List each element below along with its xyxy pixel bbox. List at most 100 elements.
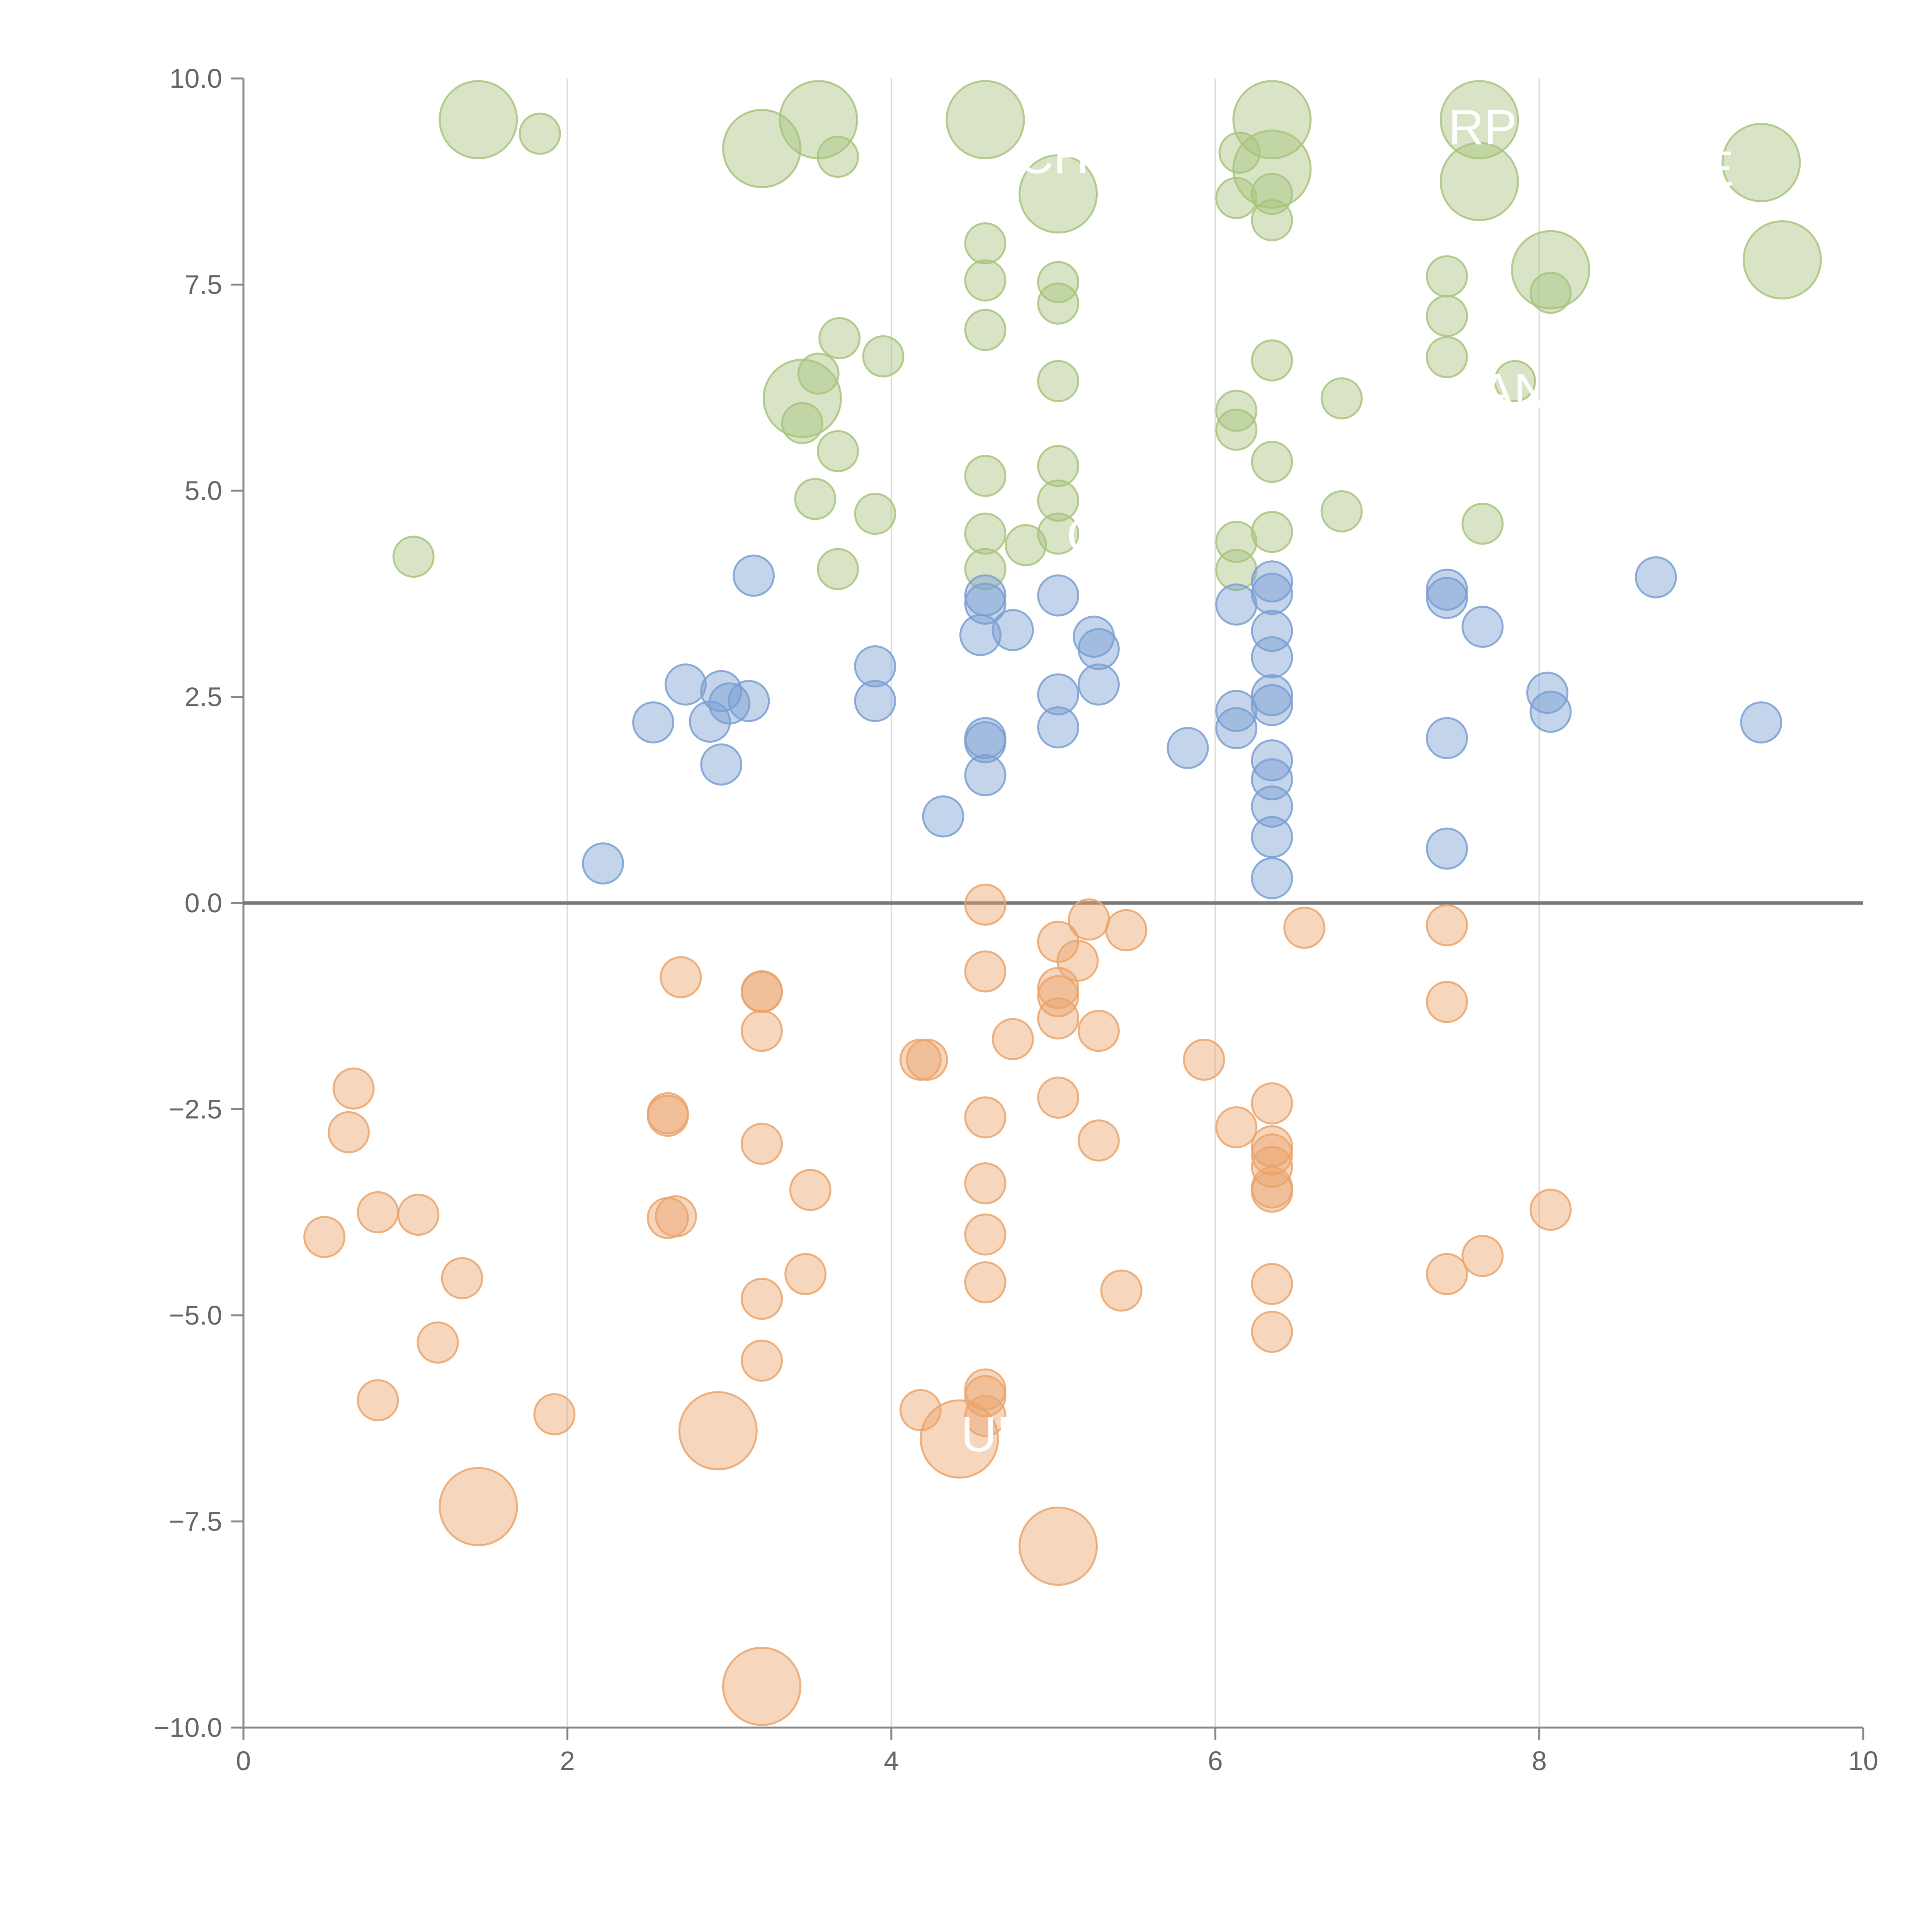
y-tick-label: 2.5 bbox=[185, 682, 222, 712]
point-label: RP bbox=[1448, 100, 1517, 155]
y-tick-label: −10.0 bbox=[154, 1713, 222, 1743]
data-point bbox=[533, 1393, 576, 1435]
data-point bbox=[1439, 142, 1519, 221]
point-labels: UN CH RP E AN G bbox=[961, 100, 1734, 1462]
data-point bbox=[1320, 490, 1363, 532]
y-tick-label: 10.0 bbox=[170, 63, 222, 94]
data-point bbox=[1426, 577, 1468, 619]
data-point bbox=[1251, 573, 1293, 615]
data-point bbox=[1251, 199, 1293, 242]
data-point bbox=[740, 971, 783, 1013]
data-point bbox=[646, 1095, 689, 1137]
data-point bbox=[1232, 80, 1312, 160]
data-point bbox=[327, 1111, 370, 1153]
data-point bbox=[1077, 628, 1120, 670]
data-point bbox=[816, 430, 859, 473]
data-point bbox=[1426, 1253, 1468, 1295]
data-point bbox=[1183, 1038, 1225, 1081]
x-tick-label: 2 bbox=[560, 1746, 575, 1776]
y-tick-label: 5.0 bbox=[185, 476, 222, 506]
data-point bbox=[397, 1194, 440, 1236]
point-label: AN bbox=[1481, 364, 1549, 419]
y-tick-label: 7.5 bbox=[185, 270, 222, 300]
data-point bbox=[740, 1277, 783, 1320]
data-point bbox=[1251, 1311, 1293, 1353]
data-point bbox=[1251, 785, 1293, 828]
axes: 0 2 4 6 8 10 −10.0 −7.5 −5.0 −2.5 0.0 2.5 5.0 7.5 10.0 bbox=[154, 63, 1878, 1776]
data-point bbox=[582, 842, 624, 885]
data-point bbox=[964, 754, 1007, 796]
data-point bbox=[678, 1391, 758, 1471]
y-tick-label: −2.5 bbox=[169, 1094, 222, 1124]
data-point bbox=[1215, 177, 1258, 219]
data-point bbox=[1005, 524, 1047, 566]
data-point bbox=[660, 956, 702, 998]
data-point bbox=[1105, 909, 1148, 951]
data-point bbox=[392, 536, 435, 578]
data-point bbox=[1037, 282, 1080, 325]
data-point bbox=[1426, 981, 1468, 1023]
data-point bbox=[789, 1169, 832, 1211]
data-point bbox=[1251, 684, 1293, 726]
data-point bbox=[992, 609, 1034, 651]
data-point bbox=[1037, 574, 1080, 617]
data-point bbox=[818, 317, 861, 359]
data-point bbox=[1215, 408, 1258, 451]
data-point bbox=[992, 1018, 1034, 1060]
data-point bbox=[700, 670, 743, 713]
data-point bbox=[357, 1191, 399, 1233]
data-point bbox=[303, 1216, 346, 1258]
data-point bbox=[1251, 560, 1293, 603]
data-point bbox=[794, 478, 837, 520]
data-point bbox=[1740, 701, 1782, 744]
data-point bbox=[784, 1253, 827, 1295]
data-point bbox=[1215, 1106, 1258, 1148]
data-point bbox=[816, 548, 859, 590]
data-point bbox=[1077, 1010, 1120, 1052]
data-point bbox=[1439, 80, 1519, 160]
data-point bbox=[1461, 502, 1504, 545]
data-point bbox=[1283, 906, 1326, 949]
data-point bbox=[441, 1257, 483, 1299]
data-point bbox=[1037, 445, 1080, 487]
data-point bbox=[722, 1646, 801, 1726]
data-point bbox=[1068, 898, 1110, 941]
data-point bbox=[964, 1261, 1007, 1304]
x-tick-label: 8 bbox=[1532, 1746, 1547, 1776]
data-point bbox=[964, 1162, 1007, 1205]
data-point bbox=[1056, 939, 1099, 982]
data-point bbox=[964, 883, 1007, 926]
data-point bbox=[1251, 636, 1293, 679]
data-point bbox=[946, 80, 1025, 160]
data-point bbox=[1461, 1235, 1504, 1277]
data-point bbox=[1077, 1119, 1120, 1162]
x-tick-label: 6 bbox=[1208, 1746, 1223, 1776]
data-point bbox=[1037, 706, 1080, 748]
data-point bbox=[1037, 261, 1080, 303]
x-tick-label: 4 bbox=[884, 1746, 899, 1776]
data-point bbox=[632, 701, 675, 744]
data-point bbox=[1077, 663, 1120, 706]
data-point bbox=[906, 1038, 948, 1081]
data-point bbox=[1426, 336, 1468, 378]
data-point bbox=[1251, 339, 1293, 382]
x-tick-label: 0 bbox=[236, 1746, 251, 1776]
data-point bbox=[1037, 673, 1080, 716]
y-tick-label: −7.5 bbox=[169, 1507, 222, 1537]
data-point bbox=[920, 1399, 999, 1479]
data-point bbox=[964, 950, 1007, 993]
data-point bbox=[781, 402, 823, 444]
data-point bbox=[1019, 1507, 1098, 1586]
data-point bbox=[1529, 690, 1572, 733]
data-point bbox=[740, 1122, 783, 1165]
data-point bbox=[332, 1067, 375, 1110]
data-point bbox=[964, 582, 1007, 625]
data-point bbox=[1529, 1189, 1572, 1231]
data-point bbox=[1218, 131, 1261, 174]
data-point bbox=[1215, 389, 1258, 432]
data-point bbox=[1251, 440, 1293, 483]
data-point bbox=[1426, 717, 1468, 759]
data-point bbox=[1634, 556, 1677, 599]
data-point bbox=[964, 512, 1007, 555]
data-point bbox=[1251, 1133, 1293, 1176]
